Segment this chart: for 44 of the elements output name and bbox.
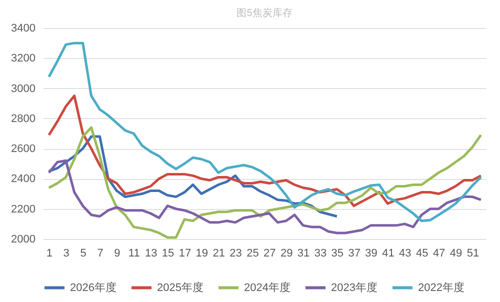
x-tick-label: 9 xyxy=(114,248,120,260)
y-tick-label: 3000 xyxy=(11,82,36,95)
x-tick-label: 5 xyxy=(80,248,86,260)
x-tick-label: 15 xyxy=(162,248,174,260)
legend-label: 2026年度 xyxy=(70,280,116,294)
x-tick-label: 35 xyxy=(331,248,344,260)
y-tick-label: 2000 xyxy=(11,234,36,246)
chart-title: 图5焦炭库存 xyxy=(236,7,292,19)
x-tick-label: 11 xyxy=(128,248,140,260)
y-tick-label: 2800 xyxy=(11,112,36,125)
x-tick-label: 13 xyxy=(144,248,158,260)
x-tick-label: 39 xyxy=(365,248,378,260)
legend-label: 2025年度 xyxy=(157,280,204,294)
x-tick-label: 3 xyxy=(63,248,70,260)
y-tick-label: 3200 xyxy=(11,52,36,65)
x-tick-label: 47 xyxy=(432,248,446,260)
x-tick-label: 45 xyxy=(416,248,428,260)
x-tick-label: 7 xyxy=(97,248,104,260)
line-series xyxy=(48,159,482,234)
x-tick-label: 41 xyxy=(382,248,394,260)
y-tick-label: 3400 xyxy=(11,22,36,34)
legend-label: 2022年度 xyxy=(418,280,464,294)
y-tick-label: 2600 xyxy=(11,143,36,156)
line-series xyxy=(48,126,482,239)
x-tick-label: 51 xyxy=(466,248,480,260)
x-tick-label: 43 xyxy=(399,248,412,260)
legend-label: 2023年度 xyxy=(331,280,378,294)
x-tick-label: 1 xyxy=(46,248,52,260)
x-tick-label: 17 xyxy=(178,248,192,260)
x-tick-label: 23 xyxy=(230,248,242,260)
x-tick-label: 21 xyxy=(212,248,225,260)
legend-label: 2024年度 xyxy=(244,280,290,294)
x-tick-label: 33 xyxy=(314,248,327,260)
x-tick-label: 19 xyxy=(196,248,208,260)
line-series xyxy=(48,42,482,222)
x-tick-label: 37 xyxy=(348,248,360,260)
x-tick-label: 25 xyxy=(246,248,259,260)
x-tick-label: 29 xyxy=(280,248,293,260)
x-tick-label: 49 xyxy=(450,248,462,260)
y-tick-label: 2200 xyxy=(11,203,36,216)
x-tick-label: 27 xyxy=(264,248,276,260)
x-tick-label: 31 xyxy=(297,248,310,260)
line-series xyxy=(48,94,482,208)
y-tick-label: 2400 xyxy=(11,173,36,186)
